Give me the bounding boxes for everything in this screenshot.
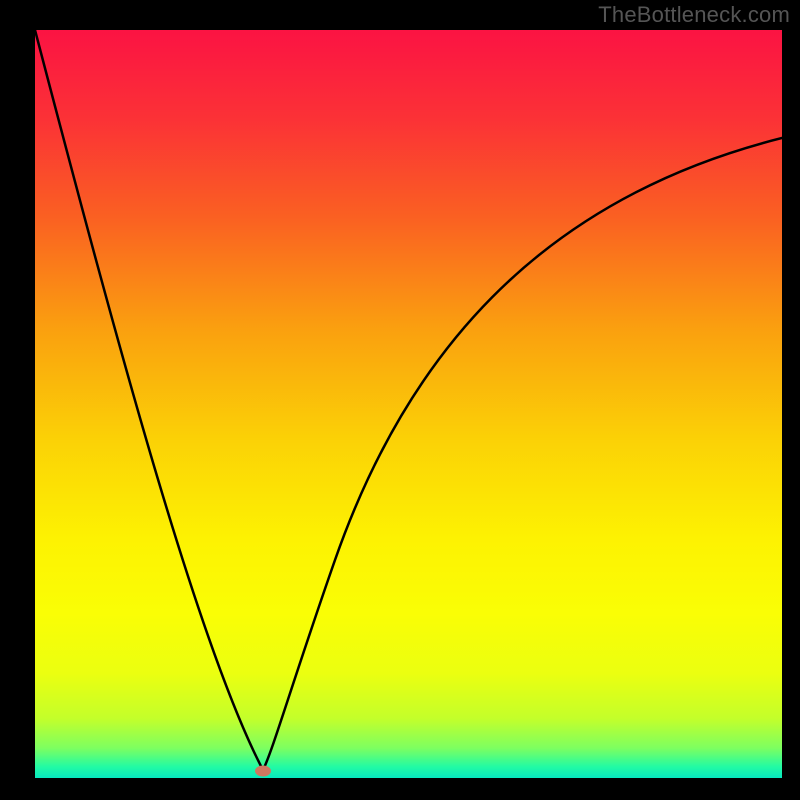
plot-area xyxy=(35,30,782,778)
bottleneck-curve xyxy=(35,30,782,778)
watermark-label: TheBottleneck.com xyxy=(598,2,790,28)
minimum-marker xyxy=(255,766,271,777)
curve-path xyxy=(35,30,782,770)
figure-canvas: TheBottleneck.com xyxy=(0,0,800,800)
